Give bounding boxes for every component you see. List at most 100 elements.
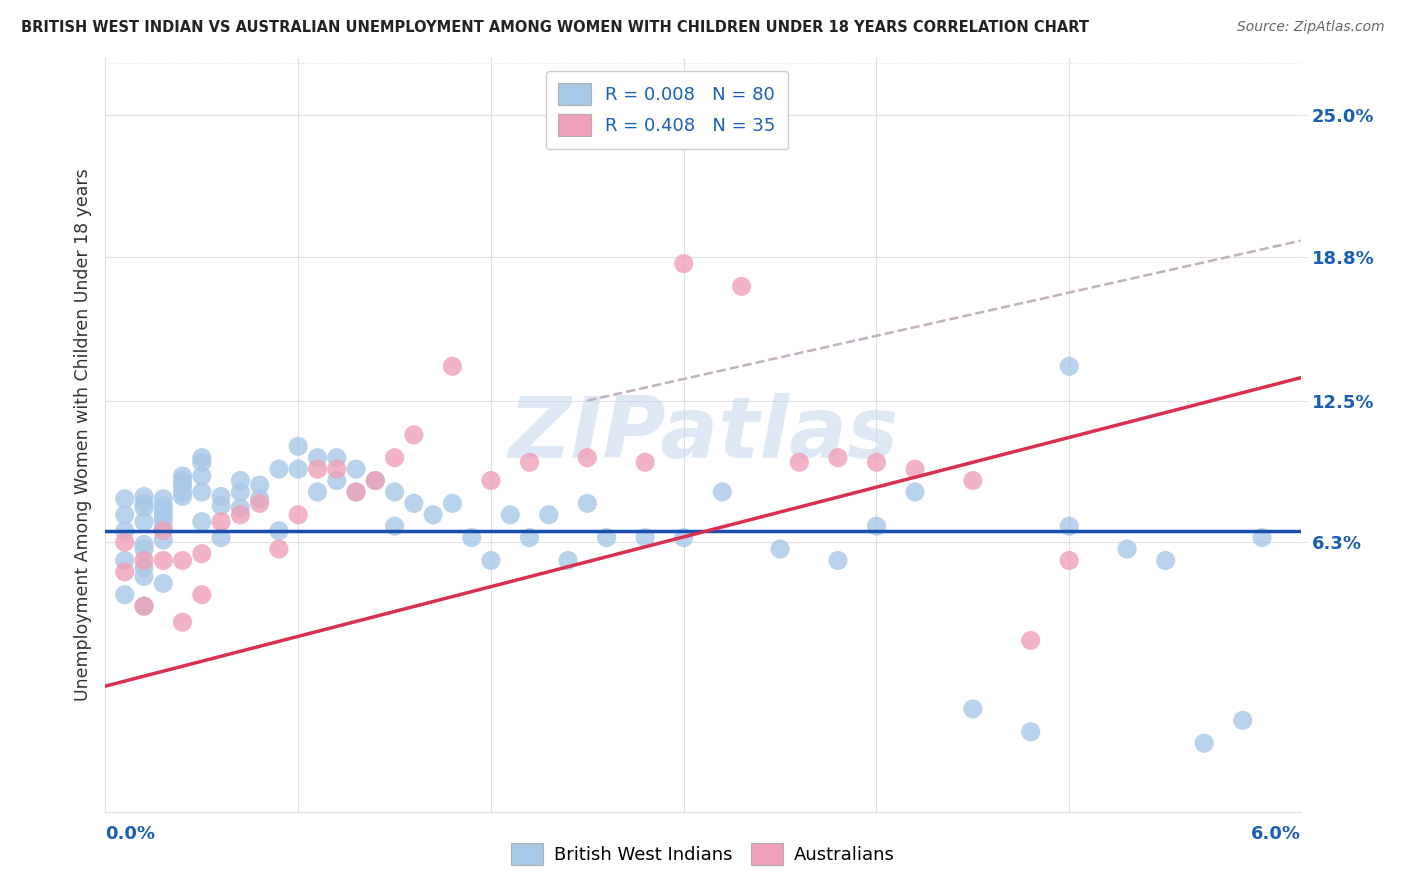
Point <box>152 533 174 547</box>
Point <box>172 469 194 483</box>
Point <box>460 531 482 545</box>
Point <box>1251 531 1274 545</box>
Point <box>152 508 174 522</box>
Point <box>114 553 136 567</box>
Point <box>499 508 522 522</box>
Point <box>344 462 367 476</box>
Point <box>152 519 174 533</box>
Text: 6.0%: 6.0% <box>1250 825 1301 844</box>
Point <box>904 485 927 500</box>
Point <box>114 491 136 506</box>
Point <box>479 474 502 488</box>
Point <box>441 359 464 374</box>
Point <box>191 485 214 500</box>
Point <box>172 615 194 629</box>
Point <box>307 462 329 476</box>
Point <box>326 462 349 476</box>
Point <box>229 508 252 522</box>
Point <box>962 702 984 716</box>
Point <box>191 469 214 483</box>
Point <box>326 450 349 465</box>
Point <box>344 485 367 500</box>
Point <box>132 560 155 574</box>
Point <box>384 519 406 533</box>
Point <box>249 478 271 492</box>
Point <box>229 474 252 488</box>
Point <box>267 542 290 557</box>
Point <box>1116 542 1139 557</box>
Point <box>191 547 214 561</box>
Point <box>479 553 502 567</box>
Point <box>114 588 136 602</box>
Point <box>711 485 734 500</box>
Point <box>519 455 541 469</box>
Point <box>267 524 290 538</box>
Point <box>209 499 232 513</box>
Point <box>326 474 349 488</box>
Point <box>1232 714 1254 728</box>
Point <box>595 531 617 545</box>
Point <box>769 542 792 557</box>
Point <box>172 553 194 567</box>
Point <box>384 485 406 500</box>
Point <box>402 428 425 442</box>
Text: ZIPatlas: ZIPatlas <box>508 393 898 476</box>
Text: Source: ZipAtlas.com: Source: ZipAtlas.com <box>1237 20 1385 34</box>
Point <box>519 531 541 545</box>
Legend: British West Indians, Australians: British West Indians, Australians <box>503 836 903 872</box>
Point <box>441 496 464 510</box>
Point <box>267 462 290 476</box>
Point <box>132 490 155 504</box>
Point <box>152 524 174 538</box>
Point <box>229 485 252 500</box>
Point <box>114 565 136 579</box>
Point <box>827 450 849 465</box>
Point <box>172 474 194 488</box>
Point <box>132 496 155 510</box>
Text: BRITISH WEST INDIAN VS AUSTRALIAN UNEMPLOYMENT AMONG WOMEN WITH CHILDREN UNDER 1: BRITISH WEST INDIAN VS AUSTRALIAN UNEMPL… <box>21 20 1090 35</box>
Point <box>287 439 309 453</box>
Point <box>209 531 232 545</box>
Point <box>962 474 984 488</box>
Point <box>865 519 887 533</box>
Point <box>191 588 214 602</box>
Point <box>209 490 232 504</box>
Point <box>132 569 155 583</box>
Point <box>1057 553 1080 567</box>
Point <box>209 515 232 529</box>
Point <box>152 576 174 591</box>
Point <box>287 508 309 522</box>
Point <box>172 478 194 492</box>
Point <box>364 474 387 488</box>
Point <box>152 499 174 513</box>
Point <box>172 485 194 500</box>
Point <box>634 455 657 469</box>
Point <box>132 515 155 529</box>
Point <box>364 474 387 488</box>
Point <box>827 553 849 567</box>
Point <box>537 508 560 522</box>
Point <box>132 599 155 614</box>
Point <box>402 496 425 510</box>
Point <box>576 450 599 465</box>
Point <box>384 450 406 465</box>
Point <box>1057 519 1080 533</box>
Point <box>904 462 927 476</box>
Point <box>191 450 214 465</box>
Point <box>229 500 252 515</box>
Point <box>132 599 155 614</box>
Point <box>114 524 136 538</box>
Point <box>789 455 811 469</box>
Legend: R = 0.008   N = 80, R = 0.408   N = 35: R = 0.008 N = 80, R = 0.408 N = 35 <box>546 70 789 149</box>
Point <box>634 531 657 545</box>
Point <box>307 485 329 500</box>
Point <box>191 455 214 469</box>
Point <box>152 503 174 517</box>
Point <box>730 279 752 293</box>
Point <box>422 508 444 522</box>
Point <box>152 512 174 526</box>
Point <box>557 553 579 567</box>
Point <box>672 531 695 545</box>
Point <box>114 508 136 522</box>
Point <box>249 496 271 510</box>
